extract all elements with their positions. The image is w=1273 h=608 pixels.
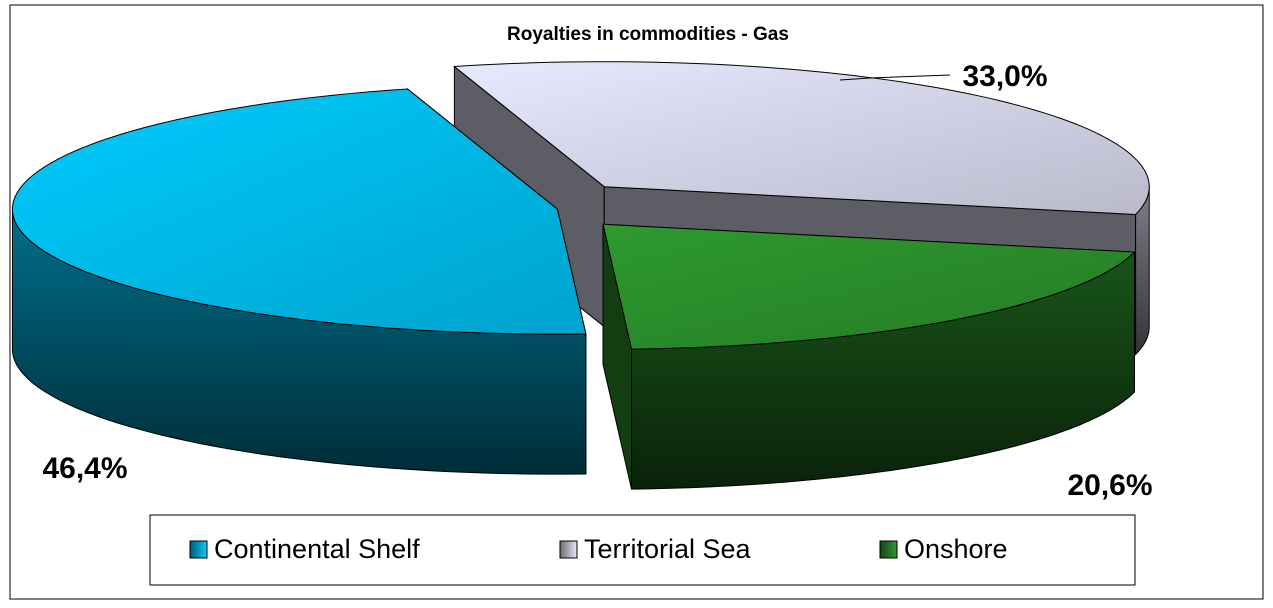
legend: Continental Shelf Territorial Sea Onshore <box>189 534 1008 564</box>
slice-top <box>11 88 587 335</box>
legend-box <box>149 514 1136 586</box>
legend-label: Continental Shelf <box>214 534 420 564</box>
slice-top <box>602 223 1136 350</box>
legend-swatch <box>189 540 208 559</box>
data-label: 33,0% <box>962 60 1047 93</box>
legend-swatch <box>559 540 578 559</box>
data-label: 20,6% <box>1067 469 1152 502</box>
chart-title: Royalties in commodities - Gas <box>507 24 789 45</box>
legend-swatch <box>879 540 898 559</box>
slice <box>602 223 1136 490</box>
legend-label: Onshore <box>904 534 1008 564</box>
data-label: 46,4% <box>42 452 127 485</box>
pie <box>11 61 1150 490</box>
slice <box>11 87 587 475</box>
slice-top <box>453 61 1150 215</box>
leader-line <box>839 74 951 81</box>
legend-label: Territorial Sea <box>584 534 752 564</box>
